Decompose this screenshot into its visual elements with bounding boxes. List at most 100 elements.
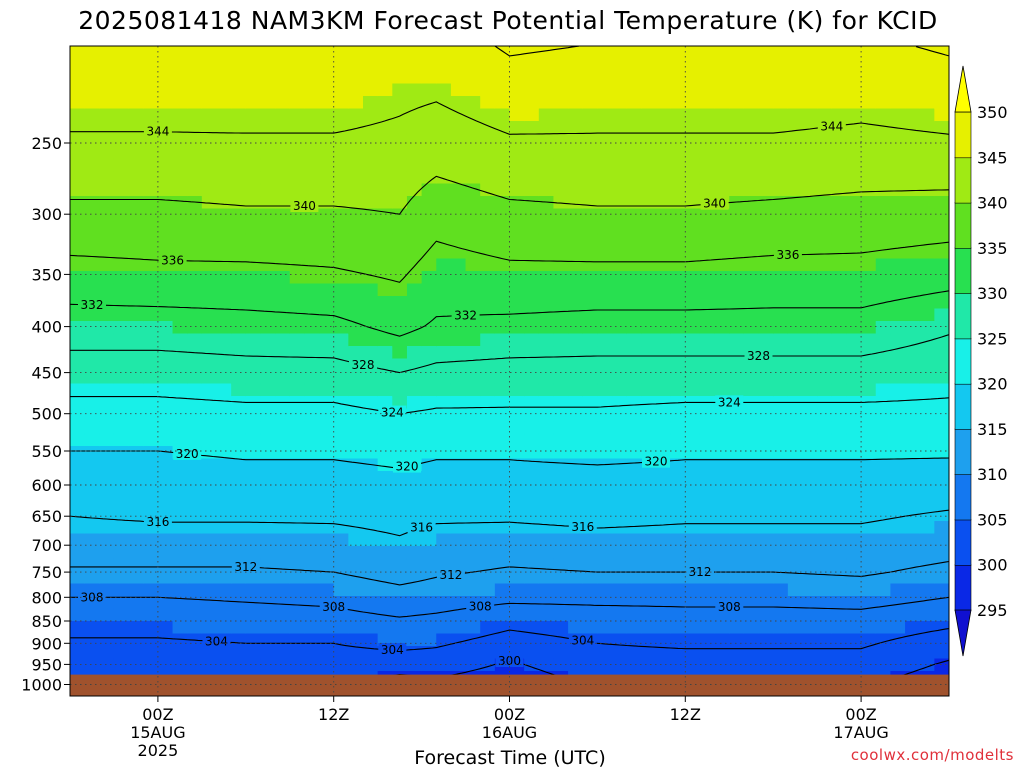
field-cell	[641, 358, 657, 372]
field-cell	[597, 533, 613, 547]
field-cell	[406, 433, 423, 447]
field-cell	[465, 171, 481, 185]
field-cell	[934, 246, 949, 260]
field-cell	[831, 383, 848, 397]
contour-label-bg	[378, 643, 407, 657]
field-cell	[509, 58, 525, 72]
field-cell	[289, 96, 305, 110]
field-cell	[890, 521, 906, 535]
field-cell	[802, 558, 818, 572]
field-cell	[861, 433, 877, 447]
field-cell	[509, 546, 525, 560]
field-cell	[216, 508, 232, 522]
field-cell	[406, 633, 423, 647]
field-cell	[817, 233, 833, 247]
field-cell	[729, 408, 745, 422]
field-cell	[846, 158, 862, 172]
field-cell	[685, 196, 701, 210]
field-cell	[99, 608, 115, 622]
field-cell	[377, 83, 393, 97]
field-cell	[875, 621, 891, 635]
field-cell	[641, 196, 657, 210]
field-cell	[699, 171, 716, 185]
field-cell	[773, 121, 789, 135]
field-cell	[406, 346, 423, 360]
field-cell	[509, 296, 525, 310]
field-cell	[831, 658, 848, 672]
field-cell	[480, 133, 496, 147]
field-cell	[743, 271, 760, 285]
field-cell	[216, 333, 232, 347]
field-cell	[670, 583, 686, 597]
field-cell	[231, 158, 247, 172]
field-cell	[70, 621, 86, 635]
field-cell	[553, 246, 569, 260]
field-cell	[333, 108, 349, 122]
field-cell	[172, 46, 188, 60]
field-cell	[406, 158, 423, 172]
field-cell	[304, 408, 320, 422]
field-cell	[260, 446, 276, 460]
field-cell	[861, 246, 877, 260]
field-cell	[392, 283, 408, 297]
field-cell	[641, 333, 657, 347]
field-cell	[494, 96, 511, 110]
field-cell	[201, 646, 218, 660]
field-cell	[245, 83, 262, 97]
field-cell	[524, 483, 540, 497]
field-cell	[84, 546, 100, 560]
field-cell	[509, 333, 525, 347]
field-cell	[538, 146, 555, 160]
field-cell	[553, 608, 569, 622]
field-cell	[817, 483, 833, 497]
field-cell	[553, 471, 569, 485]
field-cell	[861, 371, 877, 385]
field-cell	[143, 46, 159, 60]
field-cell	[465, 508, 481, 522]
field-cell	[450, 608, 467, 622]
field-cell	[656, 358, 672, 372]
field-cell	[641, 158, 657, 172]
field-cell	[612, 371, 628, 385]
field-cell	[626, 346, 642, 360]
field-cell	[84, 371, 100, 385]
field-cell	[787, 521, 804, 535]
field-cell	[934, 383, 949, 397]
field-cell	[260, 646, 276, 660]
field-cell	[231, 183, 247, 197]
field-cell	[216, 446, 232, 460]
field-cell	[758, 183, 774, 197]
field-cell	[729, 333, 745, 347]
field-cell	[113, 571, 130, 585]
field-cell	[641, 521, 657, 535]
field-cell	[275, 296, 291, 310]
contour-label-bg	[495, 654, 524, 667]
field-cell	[773, 408, 789, 422]
field-cell	[787, 621, 804, 635]
field-cell	[729, 308, 745, 322]
field-cell	[817, 133, 833, 147]
field-cell	[143, 146, 159, 160]
field-cell	[538, 71, 555, 85]
field-cell	[201, 571, 218, 585]
field-cell	[817, 71, 833, 85]
field-cell	[70, 83, 86, 97]
field-cell	[465, 46, 481, 60]
field-cell	[406, 296, 423, 310]
field-cell	[70, 508, 86, 522]
field-cell	[216, 483, 232, 497]
field-cell	[568, 121, 584, 135]
field-cell	[699, 508, 716, 522]
field-cell	[143, 483, 159, 497]
field-cell	[685, 233, 701, 247]
field-cell	[641, 408, 657, 422]
field-cell	[260, 408, 276, 422]
field-cell	[406, 421, 423, 435]
field-cell	[641, 221, 657, 235]
field-cell	[494, 608, 511, 622]
field-cell	[802, 133, 818, 147]
field-cell	[538, 521, 555, 535]
y-tick-label: 450	[31, 364, 62, 383]
field-cell	[817, 658, 833, 672]
field-cell	[392, 208, 408, 222]
